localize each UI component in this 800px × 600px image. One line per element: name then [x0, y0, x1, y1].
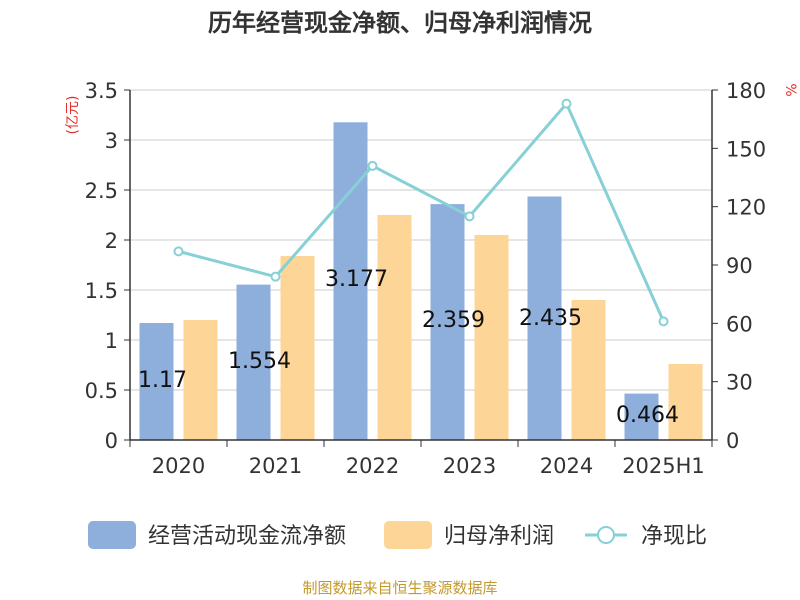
cashflow-value-label: 2.359 [422, 308, 485, 333]
cashflow-value-label: 1.17 [138, 368, 187, 393]
legend: 经营活动现金流净额 归母净利润 净现比 [88, 521, 707, 549]
legend-marker [597, 526, 615, 544]
x-tick-label: 2025H1 [622, 454, 705, 478]
legend-swatch [384, 521, 432, 549]
profit-bar [183, 320, 218, 440]
cashflow-value-label: 1.554 [228, 349, 291, 374]
right-tick-label: 60 [726, 312, 753, 336]
left-tick-label: 1.5 [85, 279, 118, 303]
left-tick-label: 3 [105, 129, 118, 153]
chart-title: 历年经营现金净额、归母净利润情况 [208, 9, 592, 37]
left-tick-label: 2.5 [85, 179, 118, 203]
profit-bar [571, 300, 606, 440]
x-tick-label: 2020 [152, 454, 205, 478]
left-tick-label: 1 [105, 329, 118, 353]
ratio-point [658, 316, 669, 327]
profit-bar [280, 256, 315, 440]
cashflow-value-label: 2.435 [519, 306, 582, 331]
cashflow-bar [139, 323, 174, 440]
ratio-line [173, 98, 669, 327]
left-tick-label: 0.5 [85, 379, 118, 403]
profit-bar [668, 364, 703, 440]
legend-label: 归母净利润 [444, 524, 554, 549]
ratio-point [173, 246, 184, 257]
x-tick-label: 2022 [346, 454, 399, 478]
source-note: 制图数据来自恒生聚源数据库 [302, 579, 497, 597]
x-tick-label: 2021 [249, 454, 302, 478]
data-labels: 1.17 1.554 3.177 2.359 2.435 0.464 [138, 267, 679, 428]
legend-label: 经营活动现金流净额 [148, 524, 346, 549]
right-tick-label: 90 [726, 254, 753, 278]
left-tick-label: 3.5 [85, 79, 118, 103]
ratio-point [561, 98, 572, 109]
ratio-series-line [178, 100, 665, 322]
x-tick-label: 2023 [443, 454, 496, 478]
left-axis-unit: (亿元) [65, 96, 81, 135]
left-tick-label: 2 [105, 229, 118, 253]
ratio-point [464, 211, 475, 222]
cashflow-bar [333, 122, 368, 441]
cashflow-bar [236, 284, 271, 440]
cashflow-value-label: 0.464 [616, 403, 679, 428]
legend-label: 净现比 [641, 524, 707, 549]
cashflow-value-label: 3.177 [325, 267, 388, 292]
right-tick-label: 30 [726, 371, 753, 395]
ratio-point [367, 160, 378, 171]
x-tick-label: 2024 [540, 454, 593, 478]
cashflow-bar [430, 204, 465, 440]
legend-swatch [88, 521, 136, 549]
cashflow-bar [527, 196, 562, 440]
right-tick-label: 150 [726, 137, 766, 161]
axes: 0 0.5 1 1.5 2 2.5 3 3.5 0 30 60 90 120 150 180 2020 2021… [85, 79, 767, 478]
right-tick-label: 0 [726, 429, 739, 453]
cashflow-bar [624, 393, 659, 440]
bars [139, 122, 703, 441]
ratio-point [270, 271, 281, 282]
profit-bar [474, 235, 509, 440]
profit-bar [377, 215, 412, 440]
right-axis-unit: % [782, 83, 798, 96]
right-tick-label: 180 [726, 79, 766, 103]
right-tick-label: 120 [726, 196, 766, 220]
left-tick-label: 0 [105, 429, 118, 453]
